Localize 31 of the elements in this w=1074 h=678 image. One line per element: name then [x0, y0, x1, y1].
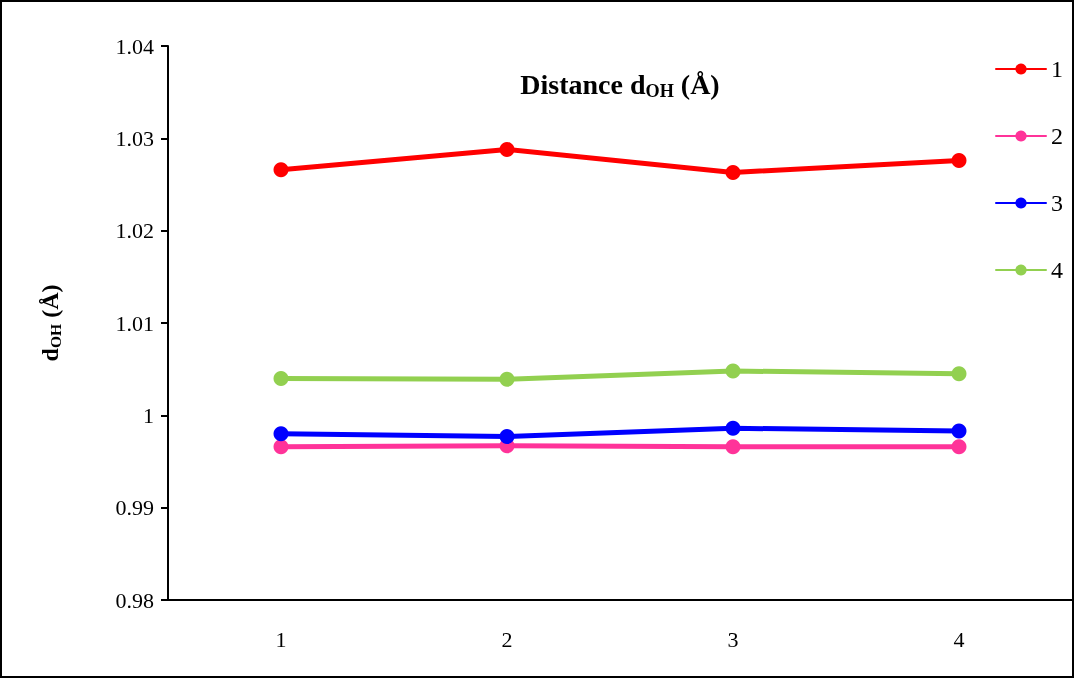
point	[499, 141, 515, 157]
legend-label: 1	[1051, 56, 1063, 82]
point	[725, 165, 741, 180]
y-tick-label: 1.02	[115, 218, 154, 244]
point	[951, 423, 967, 439]
x-tick-label: 2	[501, 626, 513, 652]
point	[273, 162, 289, 178]
point	[499, 429, 515, 445]
point	[273, 439, 289, 455]
point	[951, 439, 967, 455]
point	[499, 371, 515, 387]
point	[725, 420, 741, 436]
point	[725, 363, 741, 379]
y-tick-label: 1	[143, 402, 154, 428]
x-tick-label: 3	[727, 626, 739, 652]
y-axis-title: dOH (Å)	[36, 284, 64, 362]
y-tick-label: 1.04	[115, 33, 154, 59]
x-tick-label: 4	[953, 626, 965, 652]
y-tick-label: 1.01	[115, 310, 154, 336]
point	[273, 370, 289, 386]
y-tick-label: 1.03	[115, 125, 154, 151]
point	[951, 366, 967, 382]
legend-label: 2	[1051, 123, 1063, 149]
point	[725, 439, 741, 455]
y-tick-label: 0.98	[115, 587, 154, 613]
point	[273, 426, 289, 442]
point	[951, 153, 967, 168]
x-tick-label: 1	[275, 626, 287, 652]
y-tick-label: 0.99	[115, 495, 154, 521]
legend-label: 3	[1051, 190, 1063, 216]
legend-label: 4	[1051, 257, 1063, 283]
